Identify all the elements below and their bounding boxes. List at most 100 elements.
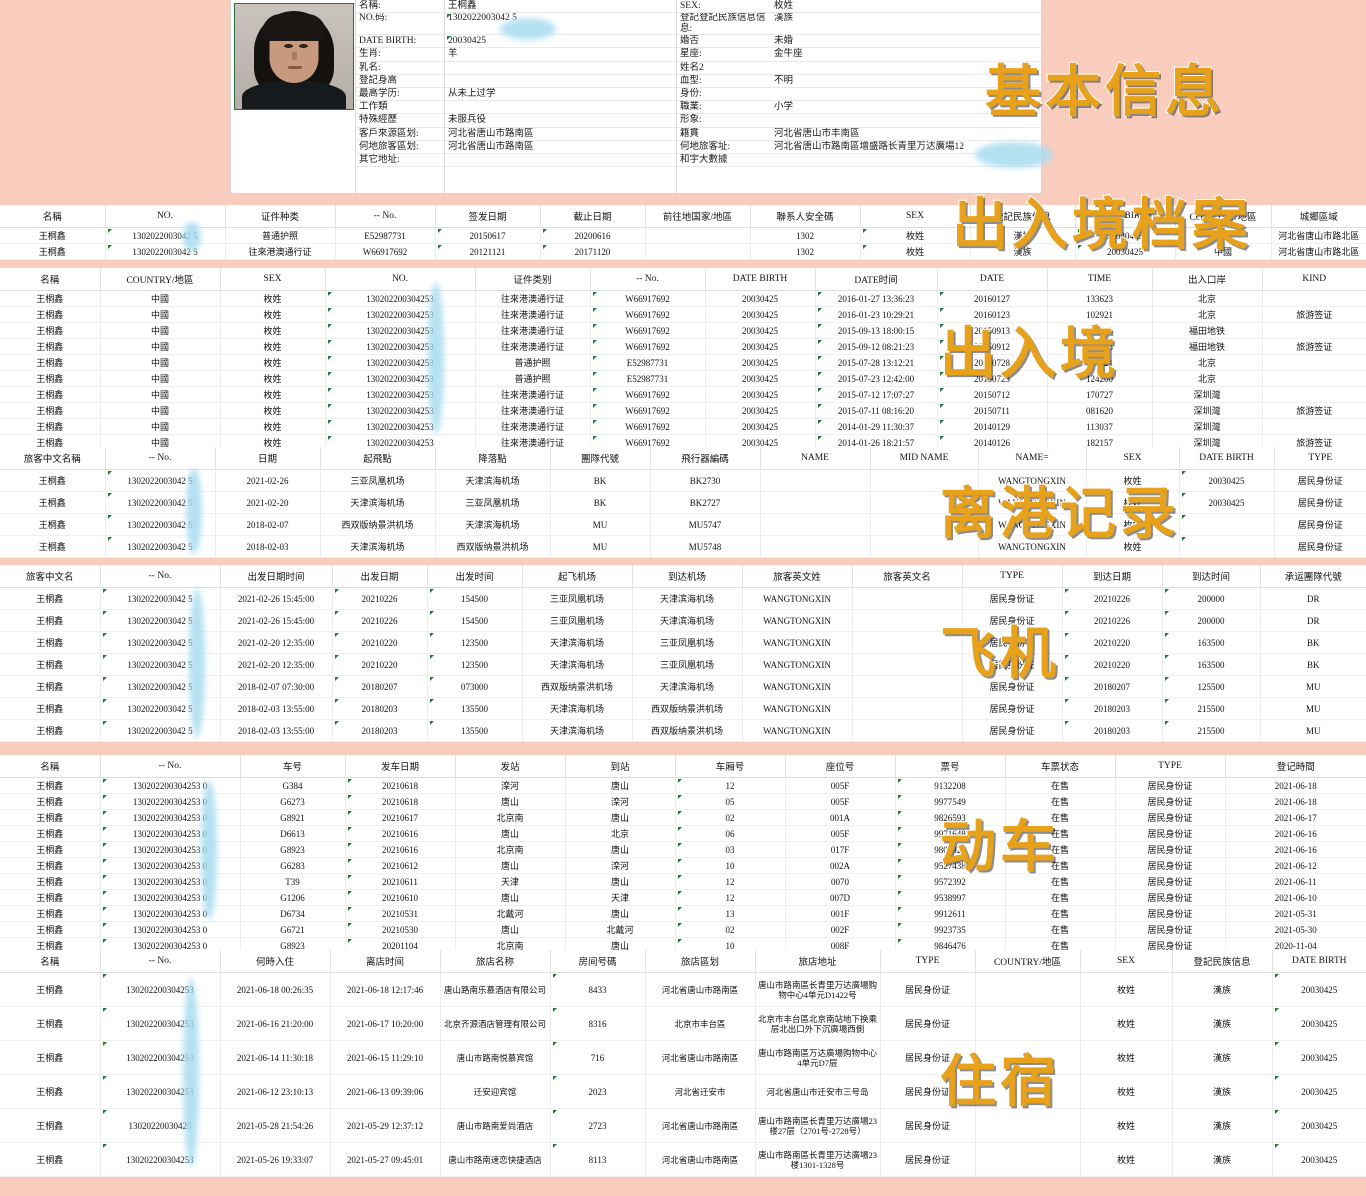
table-cell: 中國 (100, 322, 221, 339)
table-row: 王桐鑫 1302022003042 5 2018-02-03 天津滨海机场 西双版纳景洪… (0, 535, 1366, 558)
table-cell: 2015-09-13 18:00:15 (815, 322, 938, 339)
table-cell: 天津滨海机场 (320, 535, 436, 558)
table-cell: 居民身份证 (880, 972, 976, 1007)
table-cell: G6283 (240, 857, 346, 874)
table-cell: 滦河 (565, 793, 676, 810)
table-cell: 20210610 (345, 889, 456, 906)
column-header: 离店时间 (330, 950, 441, 973)
table-cell: MU (1260, 697, 1366, 720)
table-cell: WANGTONGXIN (978, 491, 1087, 514)
column-header: 日期 (215, 447, 321, 470)
table-cell: 20210618 (345, 793, 456, 810)
column-header: COUNTRY/地區 (100, 268, 221, 291)
table-cell: 170727 (1047, 386, 1153, 403)
field-value: 羊 (445, 48, 676, 62)
table-cell: 往來港澳通行证 (475, 306, 591, 323)
column-header: -- No. (100, 565, 221, 588)
table-cell: 唐山 (455, 825, 566, 842)
table-cell: 163500 (1162, 631, 1261, 654)
table-cell: 北京市丰台區北京南站地下换乘层北出口外下沉廣場西側 (755, 1006, 881, 1041)
table-cell: 枚姓 (220, 290, 326, 307)
table-cell: 王桐鑫 (0, 777, 101, 794)
column-header: DATE BIRTH (1272, 950, 1366, 973)
table-cell: 天津滨海机场 (632, 609, 743, 632)
table-cell: 20210226 (332, 587, 428, 610)
table-cell: 12 (675, 873, 786, 890)
table-cell: 王桐鑫 (0, 697, 101, 720)
table-cell: 130202200304253 (325, 322, 476, 339)
table-cell: 20180203 (332, 719, 428, 742)
table-cell: 在售 (1005, 793, 1116, 810)
table-cell: 王桐鑫 (0, 338, 101, 355)
table-cell: 130202200304253 0 (100, 825, 241, 842)
table-cell: 20030425 (705, 386, 816, 403)
table-cell: 2021-02-20 (215, 491, 321, 514)
column-header: 名稱 (0, 205, 106, 228)
column-header: SEX (1080, 950, 1173, 973)
table-cell: 福田地铁 (1152, 338, 1263, 355)
table-cell: 河北省唐山市路南區 (645, 1108, 756, 1143)
table-cell: 9923735 (895, 921, 1006, 938)
table-cell: 三亚凤凰机场 (435, 491, 551, 514)
field-value: 枚姓 (771, 0, 1041, 14)
table-cell: 唐山 (565, 905, 676, 922)
column-header: COUNTRY/地區 (1175, 205, 1272, 228)
table-row: 王桐鑫 1302022003042 5 2018-02-03 13:55:00 201… (0, 719, 1366, 742)
table-cell: 河北省唐山市路北區 (1271, 227, 1366, 244)
table-cell: 王桐鑫 (0, 631, 101, 654)
table-cell (760, 491, 871, 514)
table-cell: WANGTONGXIN (978, 535, 1087, 558)
table-cell: 2021-06-18 (1225, 793, 1366, 810)
table-cell: 1302022003042 5 (105, 513, 216, 536)
table-cell: 居民身份证 (962, 675, 1063, 698)
column-header: 旅店名称 (440, 950, 551, 973)
table-cell: 1302022003042 5 (100, 587, 221, 610)
column-header: 到达机场 (632, 565, 743, 588)
table-cell: MU5747 (650, 513, 761, 536)
table-cell: 1302 (750, 227, 861, 244)
table-cell: 居民身份证 (880, 1006, 976, 1041)
table-cell: 枚姓 (1080, 972, 1173, 1007)
table-cell: 9912611 (895, 905, 1006, 922)
column-header: 登記民族信息 (1172, 950, 1273, 973)
table-row: 王桐鑫 130202200304253 0 D6613 20210616 唐山 北京 06 0… (0, 825, 1366, 842)
table-cell (1179, 535, 1275, 558)
table-cell: 20121121 (435, 243, 541, 260)
table-cell (1262, 354, 1366, 371)
table-cell: 王桐鑫 (0, 857, 101, 874)
column-header: 名稱 (0, 755, 101, 778)
table-cell: 2015-07-23 12:42:00 (815, 370, 938, 387)
table-cell: 1302022003042 5 (100, 609, 221, 632)
table-cell (852, 653, 963, 676)
table-cell: 中國 (100, 402, 221, 419)
table-cell: 唐山市路南區长青里万达廣場购物中心4单元D1422号 (755, 972, 881, 1007)
column-header: 座位号 (785, 755, 896, 778)
table-cell: 20210616 (345, 841, 456, 858)
table-cell: 三亚凤凰机场 (522, 587, 633, 610)
table-row: 王桐鑫 1302022003042 5 2018-02-07 07:30:00 201… (0, 675, 1366, 698)
table-cell: 枚姓 (220, 354, 326, 371)
table-cell: 13 (675, 905, 786, 922)
table-cell: 130202200304253 0 (100, 905, 241, 922)
table-cell: 居民身份证 (1115, 809, 1226, 826)
table-cell: 漢族 (1172, 1006, 1273, 1041)
table-cell: WANGTONGXIN (742, 587, 853, 610)
table-cell: 枚姓 (220, 370, 326, 387)
table-cell: 2021-05-27 09:45:01 (330, 1142, 441, 1177)
table-cell: 天津滨海机场 (522, 697, 633, 720)
table-cell: 枚姓 (1086, 513, 1180, 536)
table-cell: 居民身份证 (1274, 535, 1366, 558)
table-cell (975, 1142, 1081, 1177)
table-cell: 王桐鑫 (0, 306, 101, 323)
table-cell: 居民身份证 (1115, 825, 1226, 842)
table-cell: 河北省唐山市路南區 (645, 972, 756, 1007)
table-cell: 130202200304253 (325, 354, 476, 371)
table-cell: 西双版纳景洪机场 (435, 535, 551, 558)
table-row: 王桐鑫 130202200304253 0 G8921 20210617 北京南 唐山 02… (0, 809, 1366, 826)
table-cell (852, 587, 963, 610)
table-cell: 王桐鑫 (0, 1074, 101, 1109)
table-cell: 20160123 (937, 306, 1048, 323)
table-cell: 居民身份证 (1274, 513, 1366, 536)
table-cell: 三亚凤凰机场 (320, 469, 436, 492)
photo-cell (231, 0, 355, 193)
